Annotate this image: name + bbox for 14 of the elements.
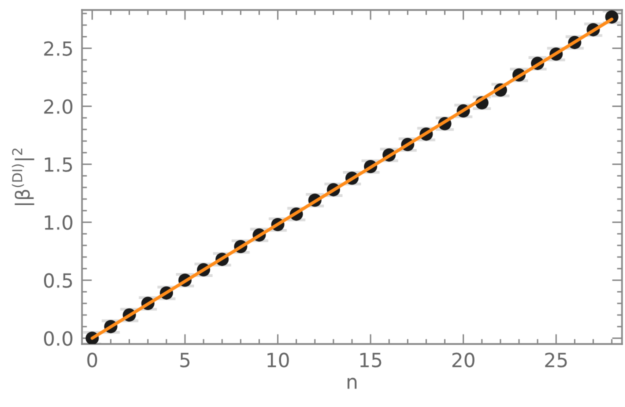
x-tick-label: 25 [545,352,567,368]
x-tick-label: 20 [452,352,474,368]
x-tick-label: 0 [87,352,98,368]
y-tick-label: 0.0 [44,331,72,346]
y-tick-label: 2.5 [44,41,72,56]
x-axis-title: n [348,378,357,389]
y-tick-label: 1.5 [44,157,72,172]
y-axis-title: |β$^{(DI)}$|$^{2}$ [12,148,34,205]
y-tick-label: 0.5 [44,273,72,288]
y-tick-label: 2.0 [44,99,72,114]
x-tick-label: 5 [180,352,190,368]
x-tick-label: 10 [268,352,289,368]
y-tick-label: 1.0 [44,215,72,230]
x-tick-label: 15 [360,352,382,368]
